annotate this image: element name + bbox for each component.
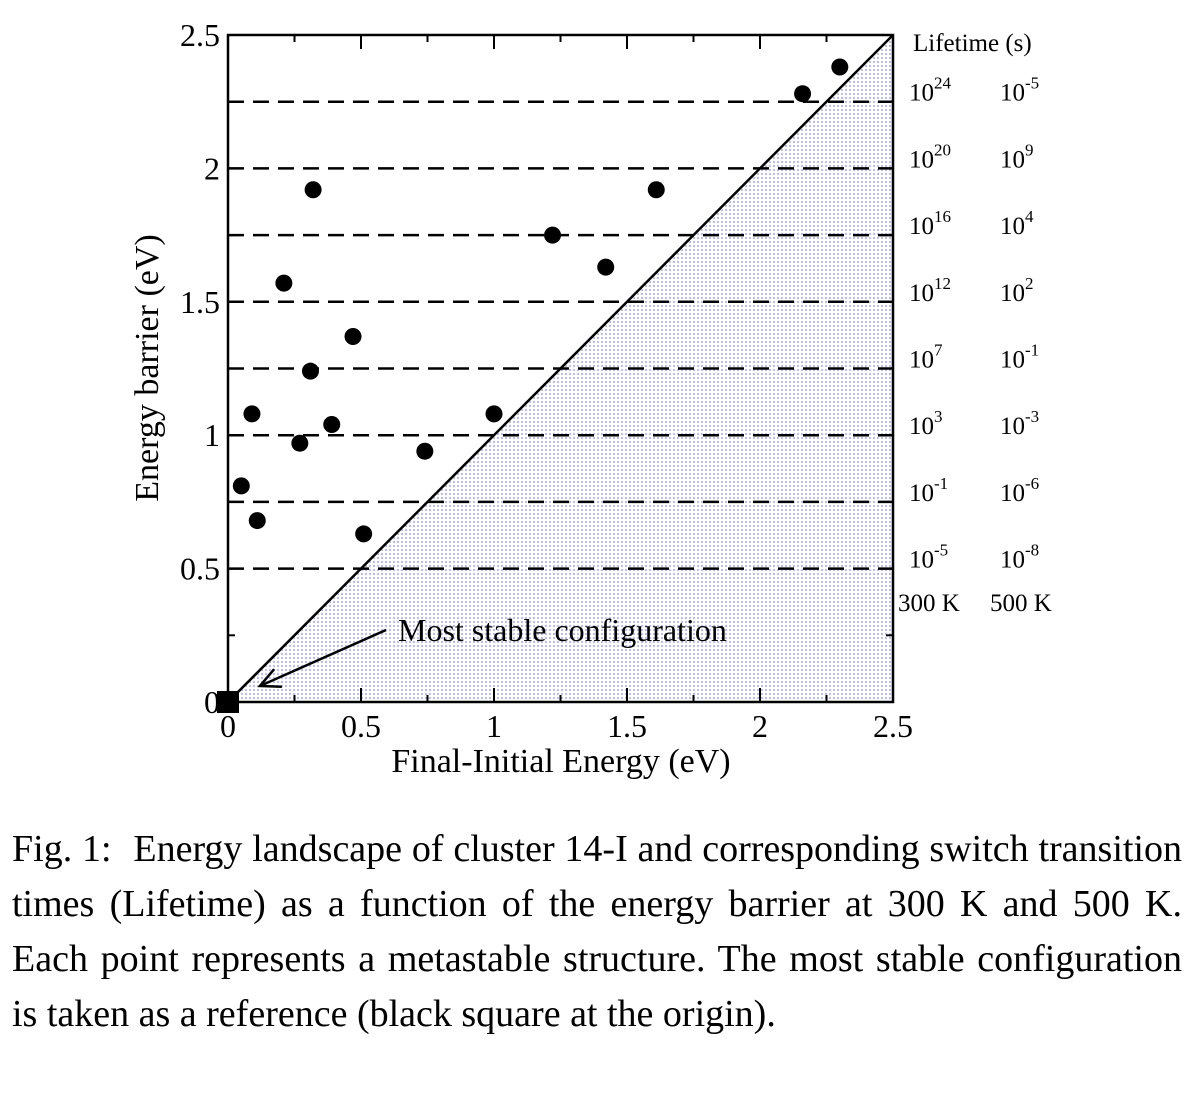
- x-tick-label: 0.5: [341, 708, 381, 744]
- reference-point-square: [217, 691, 239, 713]
- data-point: [485, 405, 503, 423]
- data-point: [304, 181, 322, 199]
- x-tick-label: 1.5: [607, 708, 647, 744]
- y-tick-label: 0.5: [180, 551, 220, 587]
- data-point: [416, 442, 434, 460]
- data-point: [355, 525, 373, 543]
- x-axis-label: Final-Initial Energy (eV): [391, 743, 730, 780]
- y-tick-label: 2.5: [180, 17, 220, 53]
- lifetime-300k-label: 1016: [909, 207, 951, 240]
- y-tick-label: 1.5: [180, 284, 220, 320]
- y-tick-label: 1: [204, 417, 220, 453]
- data-point: [344, 327, 362, 345]
- lifetime-500k-label: 10-8: [1000, 541, 1039, 574]
- data-point: [794, 85, 812, 103]
- data-point: [301, 362, 319, 380]
- y-tick-label: 0: [204, 684, 220, 720]
- scatter-chart: 0 0.5 1 1.5 2 2.5 0 0.5 1 1.5 2 2.5 Most stable con…: [129, 17, 1052, 780]
- lifetime-300k-label: 1024: [909, 74, 952, 107]
- lifetime-500k-label: 10-6: [1000, 474, 1039, 507]
- data-point: [291, 434, 309, 452]
- y-tick-label: 2: [204, 150, 220, 186]
- lifetime-500k-label: 104: [1000, 207, 1034, 240]
- data-point: [248, 512, 266, 530]
- lifetime-300k-label: 103: [909, 407, 943, 440]
- lifetime-300k-label: 10-5: [909, 541, 948, 574]
- data-point: [647, 181, 665, 199]
- annotation-text: Most stable configuration: [398, 612, 727, 648]
- lifetime-300k-label: 1012: [909, 274, 951, 307]
- lifetime-500k-label: 109: [1000, 140, 1034, 173]
- caption-label: Fig. 1:: [12, 828, 112, 870]
- lifetime-500k-label: 10-5: [1000, 74, 1039, 107]
- data-point: [544, 226, 562, 244]
- column-label-500k: 500 K: [990, 590, 1052, 617]
- lifetime-500k-label: 102: [1000, 274, 1034, 307]
- figure: 0 0.5 1 1.5 2 2.5 0 0.5 1 1.5 2 2.5 Most stable con…: [129, 17, 1052, 780]
- data-point: [597, 258, 615, 276]
- diagonal-line: [227, 34, 894, 703]
- data-point: [831, 58, 849, 76]
- caption-text: Energy landscape of cluster 14-I and cor…: [12, 828, 1182, 1035]
- lifetime-axis-title: Lifetime (s): [913, 30, 1032, 57]
- data-point: [275, 274, 293, 292]
- data-point: [323, 416, 341, 434]
- lifetime-500k-label: 10-3: [1000, 407, 1039, 440]
- annotation-arrow-head: [257, 668, 282, 688]
- x-tick-label: 1: [486, 708, 502, 744]
- lifetime-500k-label: 10-1: [1000, 341, 1039, 374]
- data-point: [232, 477, 250, 495]
- column-label-300k: 300 K: [898, 590, 960, 617]
- y-axis-label: Energy barrier (eV): [129, 234, 166, 501]
- lifetime-300k-label: 1020: [909, 140, 951, 173]
- lifetime-300k-label: 10-1: [909, 474, 948, 507]
- lifetime-300k-label: 107: [909, 341, 943, 374]
- x-tick-label: 0: [220, 708, 236, 744]
- figure-caption: Fig. 1: Energy landscape of cluster 14-I…: [12, 822, 1182, 1042]
- x-tick-label: 2: [752, 708, 768, 744]
- annotation-arrow-line: [259, 628, 387, 688]
- x-tick-label: 2.5: [873, 708, 913, 744]
- data-point: [243, 405, 261, 423]
